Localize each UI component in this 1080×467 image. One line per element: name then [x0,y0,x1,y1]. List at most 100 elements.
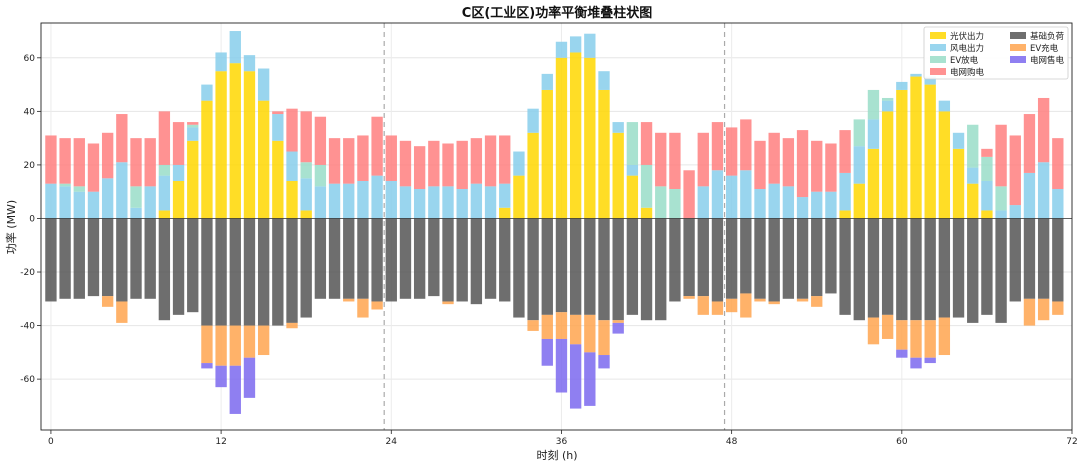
bar-wind [399,186,412,219]
legend-swatch [930,44,946,51]
bar-load [101,218,114,297]
bar-solar [541,89,553,219]
bar-load [87,218,100,297]
bar-ev-charge [116,301,128,323]
bar-solar [626,175,639,219]
bar-solar [172,180,185,219]
bar-wind [740,170,752,219]
bar-grid-buy [811,140,823,192]
bar-grid-buy [981,148,993,157]
bar-load [527,218,539,321]
bar-ev-discharge [300,162,312,179]
bar-ev-charge [215,325,227,366]
bar-grid-buy [87,143,100,192]
legend-label: EV充电 [1030,43,1059,54]
bar-wind [938,100,951,112]
bar-ev-discharge [187,124,199,128]
bar-ev-discharge [158,164,171,176]
bar-ev-charge [612,320,624,323]
bar-wind [158,175,171,211]
bar-wind [853,146,865,184]
bar-wind [881,100,894,112]
legend-label: 电网购电 [950,67,985,78]
y-tick-label: 20 [24,161,36,171]
bar-grid-buy [995,124,1007,187]
bar-ev-charge [584,314,596,353]
bar-ev-discharge [626,122,639,165]
bar-load [881,218,894,315]
bar-ev-charge [896,320,908,350]
bar-grid-buy [456,140,468,190]
bar-load [357,218,369,299]
bar-wind [286,151,298,181]
bar-load [45,218,57,302]
bar-grid-buy [1009,135,1021,206]
bar-load [470,218,483,305]
bar-load [116,218,128,302]
bar-grid-buy [1052,138,1064,190]
bar-load [697,218,709,297]
x-tick-label: 0 [48,437,54,447]
bar-ev-charge [938,317,951,356]
legend-swatch [1010,32,1026,39]
legend-swatch [930,68,946,75]
bar-grid-buy [1023,114,1036,173]
x-tick-label: 12 [215,437,226,447]
bar-load [442,218,454,302]
bar-grid-buy [172,122,185,165]
bar-wind [357,180,369,219]
bar-grid-sell [896,349,908,358]
bar-load [484,218,497,299]
bar-load [314,218,327,299]
bar-ev-discharge [853,119,865,147]
bar-wind [725,175,738,219]
bar-load [201,218,213,326]
bar-ev-charge [201,325,213,364]
bar-grid-buy [711,122,724,171]
bar-wind [1052,189,1064,219]
bar-load [187,218,199,313]
bar-wind [513,151,525,176]
bar-load [1009,218,1021,302]
bar-grid-buy [116,114,128,163]
y-tick-label: -20 [20,268,35,278]
legend-swatch [1010,44,1026,51]
bar-load [59,218,71,299]
bar-wind [924,76,936,85]
bar-load [938,218,951,318]
bar-wind [796,197,809,219]
bar-grid-buy [442,143,454,187]
bar-wind [371,175,383,219]
bar-ev-charge [357,298,369,318]
bar-grid-buy [187,122,199,125]
bar-wind [527,108,539,133]
bar-wind [314,186,327,219]
bar-load [73,218,85,299]
bar-solar [555,57,568,219]
bar-ev-charge [683,296,695,299]
y-axis-label: 功率 (MW) [4,200,18,254]
bar-grid-buy [1037,97,1050,163]
bar-solar [300,210,312,219]
bar-solar [952,148,965,219]
bar-load [371,218,383,302]
bar-load [967,218,979,323]
bar-load [655,218,667,321]
bar-load [1052,218,1064,302]
bar-wind [59,186,71,219]
bar-load [910,218,922,321]
bar-solar [938,111,951,219]
bar-wind [428,186,440,219]
bar-grid-buy [640,122,653,165]
bar-wind [442,186,454,219]
bar-load [952,218,965,318]
bar-load [499,218,511,302]
x-axis-label: 时刻 (h) [536,448,577,462]
bar-wind [584,33,596,58]
bar-wind [272,114,284,141]
bar-ev-charge [243,325,256,358]
bar-grid-sell [215,365,227,388]
bar-load [215,218,227,326]
bar-grid-buy [825,143,837,192]
